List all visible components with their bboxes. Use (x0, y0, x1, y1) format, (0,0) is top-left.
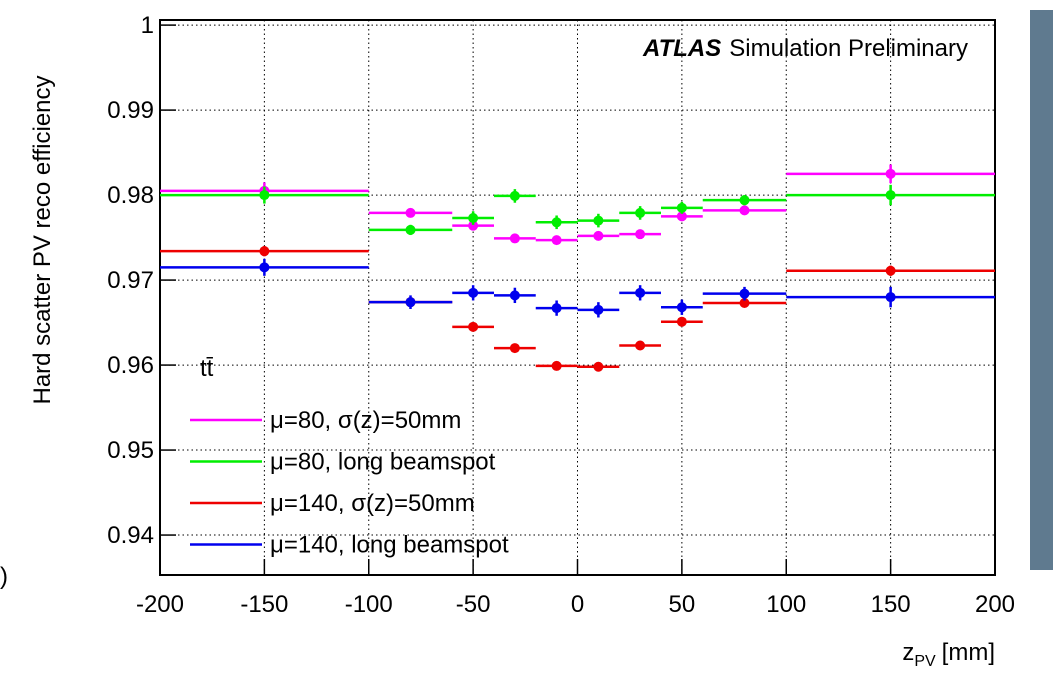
marker (885, 292, 896, 303)
marker (885, 265, 896, 276)
marker (739, 298, 750, 309)
y-tick-label: 0.94 (107, 522, 154, 549)
marker (468, 287, 479, 298)
marker (739, 288, 750, 299)
marker (468, 213, 479, 224)
marker (635, 287, 646, 298)
atlas-label: ATLAS Simulation Preliminary (642, 35, 968, 62)
x-tick-label: 0 (571, 591, 584, 618)
y-axis-label: Hard scatter PV reco efficiency (29, 75, 56, 404)
marker (551, 360, 562, 371)
x-tick-label: -50 (456, 591, 491, 618)
marker (405, 207, 416, 218)
x-tick-label: -100 (345, 591, 393, 618)
marker (676, 302, 687, 313)
marker (259, 190, 270, 201)
marker (739, 195, 750, 206)
x-tick-label: -150 (240, 591, 288, 618)
x-axis-label: zPV [mm] (902, 639, 995, 670)
marker (676, 211, 687, 222)
x-tick-label: 100 (766, 591, 806, 618)
process-label: tt̄ (200, 355, 214, 382)
experiment: ATLAS (642, 35, 721, 62)
x-label-unit: [mm] (942, 639, 995, 666)
marker (259, 246, 270, 257)
marker (593, 361, 604, 372)
y-tick-label: 0.96 (107, 352, 154, 379)
y-tick-label: 0.99 (107, 97, 154, 124)
y-tick-label: 0.97 (107, 267, 154, 294)
x-label-sub: PV (914, 653, 936, 670)
marker (635, 229, 646, 240)
y-tick-label: 1 (141, 12, 154, 39)
legend-label: μ=140, long beamspot (270, 532, 509, 559)
legend-label: μ=140, σ(z)=50mm (270, 490, 475, 517)
marker (885, 190, 896, 201)
x-label-main: z (902, 639, 914, 666)
marker (676, 316, 687, 327)
marker (509, 290, 520, 301)
legend-label: μ=80, σ(z)=50mm (270, 407, 461, 434)
marker (551, 217, 562, 228)
side-panel (1030, 10, 1053, 570)
legend-label: μ=80, long beamspot (270, 449, 496, 476)
marker (405, 297, 416, 308)
marker (635, 207, 646, 218)
x-tick-label: 50 (669, 591, 696, 618)
marker (593, 304, 604, 315)
marker (739, 205, 750, 216)
marker (509, 343, 520, 354)
edge-glyph: ) (0, 563, 8, 590)
annotation: Simulation Preliminary (729, 35, 968, 62)
marker (885, 168, 896, 179)
y-tick-label: 0.95 (107, 437, 154, 464)
y-tick-label: 0.98 (107, 182, 154, 209)
x-tick-label: 200 (975, 591, 1015, 618)
marker (676, 202, 687, 213)
marker (468, 220, 479, 231)
marker (635, 340, 646, 351)
marker (509, 233, 520, 244)
marker (509, 190, 520, 201)
marker (405, 224, 416, 235)
marker (593, 230, 604, 241)
marker (259, 262, 270, 273)
marker (551, 303, 562, 314)
marker (551, 235, 562, 246)
x-tick-label: 150 (871, 591, 911, 618)
marker (593, 215, 604, 226)
marker (468, 321, 479, 332)
x-tick-label: -200 (136, 591, 184, 618)
